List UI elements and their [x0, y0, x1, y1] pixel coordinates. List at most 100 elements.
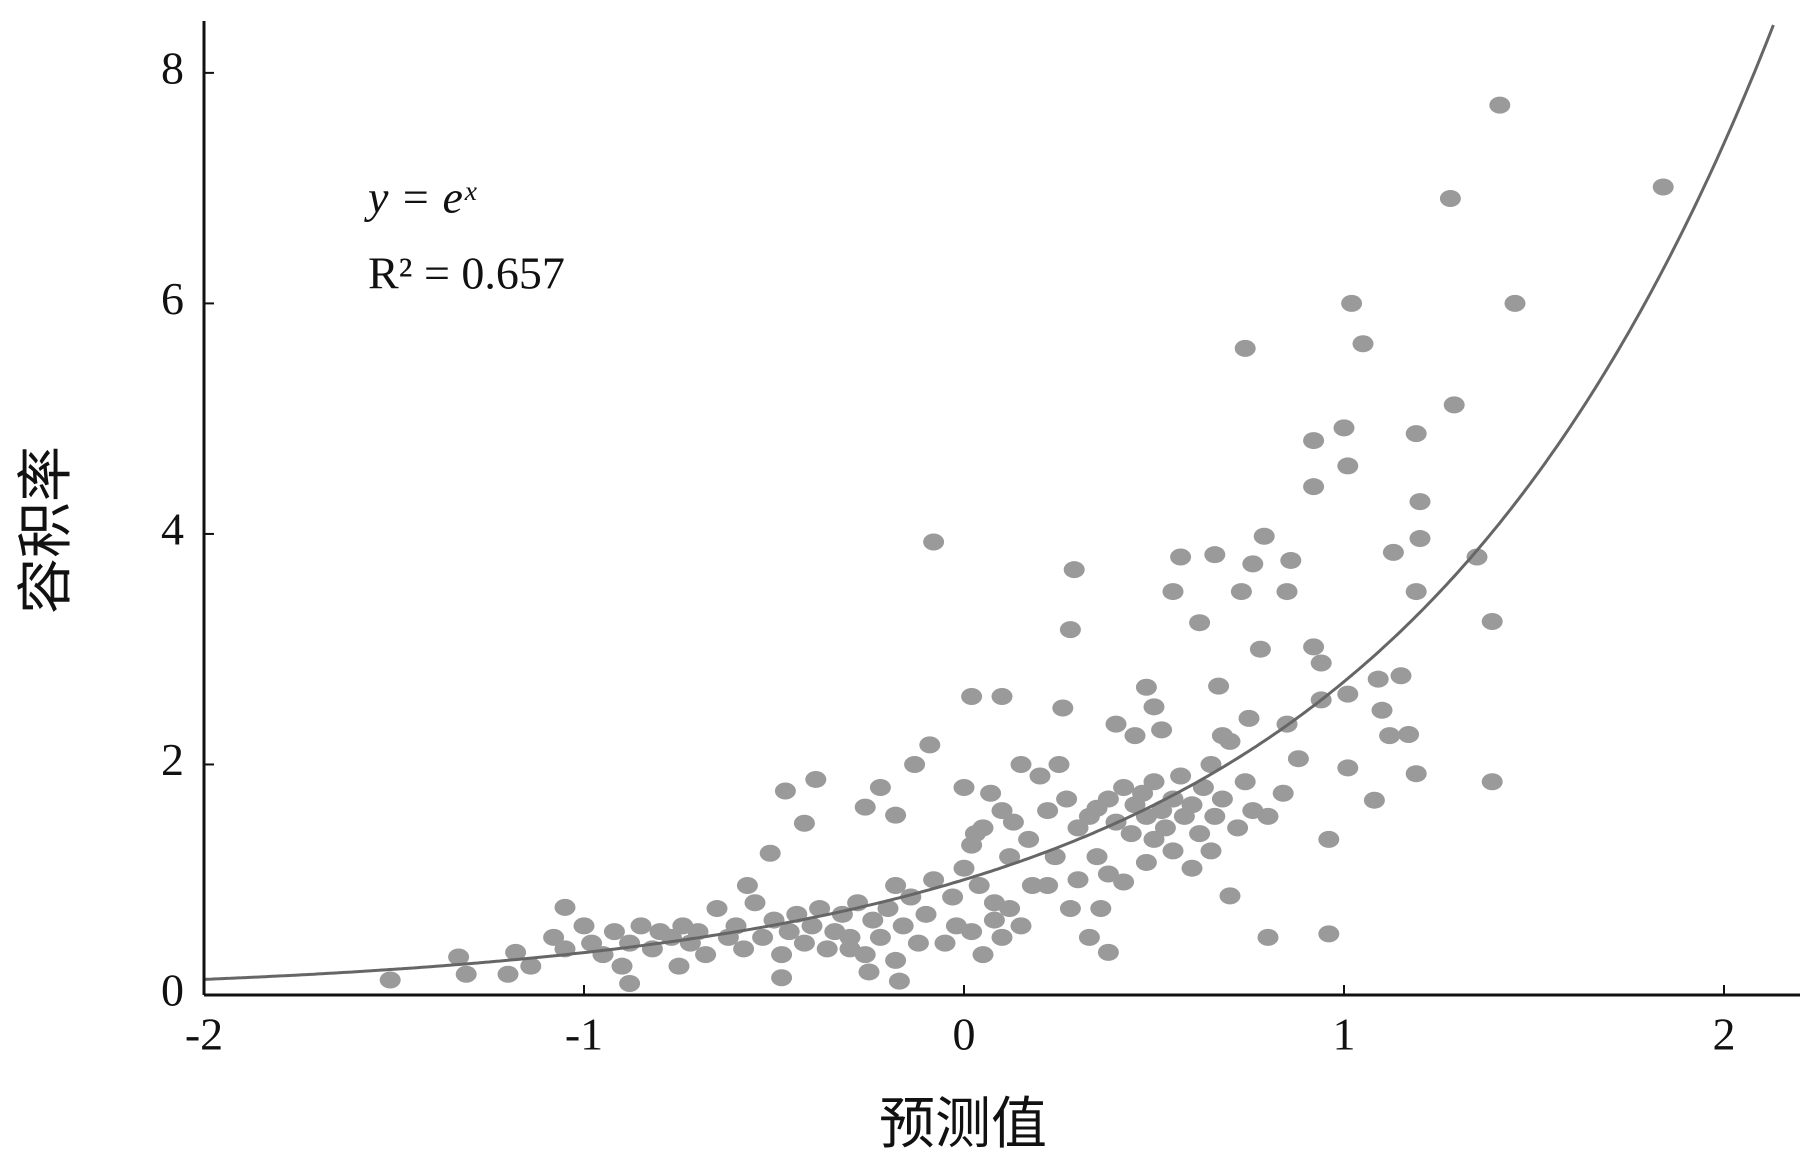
point [793, 814, 815, 832]
point [1162, 842, 1184, 860]
point [1056, 790, 1078, 808]
point [1067, 819, 1089, 837]
x-tick-label: 0 [953, 1009, 976, 1060]
point [1181, 859, 1203, 877]
point [1439, 190, 1461, 208]
y-tick-label: 4 [161, 503, 184, 554]
point [1052, 699, 1074, 717]
point [1151, 802, 1173, 820]
point [1097, 943, 1119, 961]
point [744, 894, 766, 912]
point [1124, 727, 1146, 745]
point [1481, 613, 1503, 631]
point [1200, 755, 1222, 773]
point [1341, 294, 1363, 312]
point [1382, 543, 1404, 561]
y-tick-label: 0 [161, 965, 184, 1016]
point [1257, 928, 1279, 946]
point [1272, 784, 1294, 802]
point [1310, 654, 1332, 672]
point [1162, 790, 1184, 808]
point [968, 876, 990, 894]
point [869, 779, 891, 797]
point [1162, 583, 1184, 601]
point [771, 946, 793, 964]
y-axis-title: 容积率 [16, 446, 78, 614]
point [907, 934, 929, 952]
point [1257, 807, 1279, 825]
point [991, 928, 1013, 946]
point [1097, 790, 1119, 808]
point [1379, 727, 1401, 745]
point [1405, 583, 1427, 601]
point [1018, 830, 1040, 848]
point [858, 963, 880, 981]
point [885, 951, 907, 969]
point [961, 687, 983, 705]
point [999, 848, 1021, 866]
point [915, 905, 937, 923]
point [983, 911, 1005, 929]
point [793, 934, 815, 952]
point [805, 770, 827, 788]
point [991, 687, 1013, 705]
point [1405, 425, 1427, 443]
point [1059, 900, 1081, 918]
point [885, 806, 907, 824]
point [1021, 876, 1043, 894]
point [1090, 900, 1112, 918]
point [1132, 784, 1154, 802]
point [736, 876, 758, 894]
point [619, 974, 641, 992]
point [520, 957, 542, 975]
point [1227, 819, 1249, 837]
point [1113, 779, 1135, 797]
point [1189, 614, 1211, 632]
point [1318, 925, 1340, 943]
point [1249, 640, 1271, 658]
point [1204, 546, 1226, 564]
point [934, 934, 956, 952]
point [611, 957, 633, 975]
point [1143, 773, 1165, 791]
point [1211, 727, 1233, 745]
point [1078, 928, 1100, 946]
y-tick-label: 8 [161, 42, 184, 93]
point [1170, 548, 1192, 566]
point [1280, 551, 1302, 569]
x-tick-label: 1 [1333, 1009, 1356, 1060]
point [1063, 561, 1085, 579]
point [1105, 715, 1127, 733]
point [1489, 96, 1511, 114]
point [1367, 670, 1389, 688]
point [1443, 396, 1465, 414]
x-tick-label: -2 [185, 1009, 223, 1060]
point [1181, 796, 1203, 814]
r-squared: R² = 0.657 [368, 248, 565, 299]
point [379, 971, 401, 989]
point [1037, 876, 1059, 894]
point [581, 934, 603, 952]
point [1371, 701, 1393, 719]
point [1135, 678, 1157, 696]
point [1405, 765, 1427, 783]
point [1303, 432, 1325, 450]
point [1154, 819, 1176, 837]
point [1200, 842, 1222, 860]
point [1208, 677, 1230, 695]
point [1337, 457, 1359, 475]
point [1238, 709, 1260, 727]
point [1230, 583, 1252, 601]
point [774, 782, 796, 800]
fit-curve [203, 24, 1775, 981]
point [1303, 478, 1325, 496]
point [945, 917, 967, 935]
point [630, 917, 652, 935]
point [1337, 759, 1359, 777]
point [695, 946, 717, 964]
point [854, 798, 876, 816]
point [1481, 773, 1503, 791]
point [1652, 178, 1674, 196]
point [573, 917, 595, 935]
